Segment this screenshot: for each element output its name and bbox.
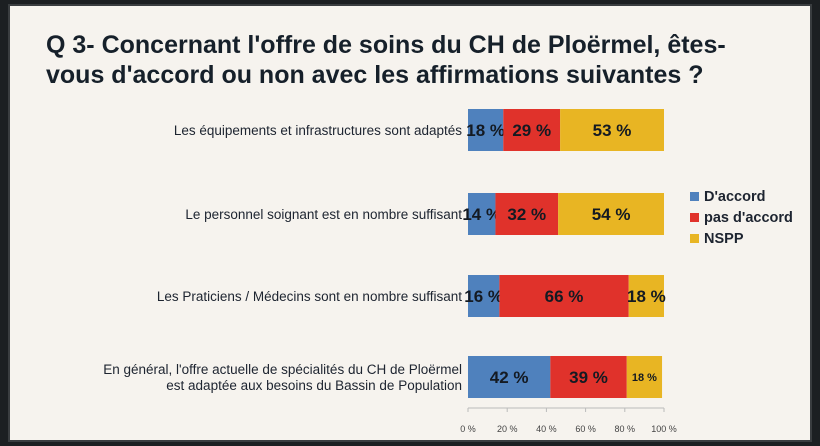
data-label: 53 % xyxy=(593,121,632,140)
title-line-1: Q 3- Concernant l'offre de soins du CH d… xyxy=(46,31,726,59)
bar-segment xyxy=(468,109,504,151)
stacked-bar-chart: 0 % 20 % 40 % 60 % 80 % 100 % Les équipements … xyxy=(103,109,793,434)
slide-screen: Q 3- Concernant l'offre de soins du CH d… xyxy=(8,4,812,442)
x-tick-label: 80 % xyxy=(615,424,636,434)
data-label: 54 % xyxy=(592,205,631,224)
data-label: 18 % xyxy=(627,287,666,306)
data-label: 42 % xyxy=(490,368,529,387)
bar-segment xyxy=(503,109,561,151)
legend-label: D'accord xyxy=(704,189,765,205)
data-label: 39 % xyxy=(569,368,608,387)
legend-swatch xyxy=(690,192,699,201)
bar-segment xyxy=(560,109,664,151)
bar-segment xyxy=(499,275,629,317)
title-line-2: vous d'accord ou non avec les affirmatio… xyxy=(46,61,704,89)
legend-swatch xyxy=(690,213,699,222)
legend-label: NSPP xyxy=(704,231,744,247)
category-label: En général, l'offre actuelle de spéciali… xyxy=(103,362,462,377)
bar-segment xyxy=(550,356,627,398)
legend-label: pas d'accord xyxy=(704,210,793,226)
category-label: est adaptée aux besoins du Bassin de Pop… xyxy=(166,378,462,393)
x-tick-label: 100 % xyxy=(651,424,677,434)
data-label: 18 % xyxy=(632,372,657,384)
bar-segment xyxy=(468,356,551,398)
data-label: 14 % xyxy=(462,205,501,224)
x-tick-label: 60 % xyxy=(575,424,596,434)
category-label: Les équipements et infrastructures sont … xyxy=(174,123,462,138)
bar-segment xyxy=(468,275,500,317)
data-label: 18 % xyxy=(466,121,505,140)
slide-title: Q 3- Concernant l'offre de soins du CH d… xyxy=(46,30,806,90)
x-tick-label: 0 % xyxy=(460,424,476,434)
x-tick-label: 20 % xyxy=(497,424,518,434)
data-label: 66 % xyxy=(545,287,584,306)
data-label: 32 % xyxy=(507,205,546,224)
category-label: Les Praticiens / Médecins sont en nombre… xyxy=(157,289,462,304)
bar-segment xyxy=(628,275,664,317)
bar-segment xyxy=(626,356,663,398)
data-label: 29 % xyxy=(512,121,551,140)
bar-segment xyxy=(468,193,496,235)
x-tick-label: 40 % xyxy=(536,424,557,434)
category-label: Le personnel soignant est en nombre suff… xyxy=(185,207,462,222)
legend-swatch xyxy=(690,234,699,243)
bar-segment xyxy=(558,193,664,235)
data-label: 16 % xyxy=(464,287,503,306)
bar-segment xyxy=(495,193,559,235)
